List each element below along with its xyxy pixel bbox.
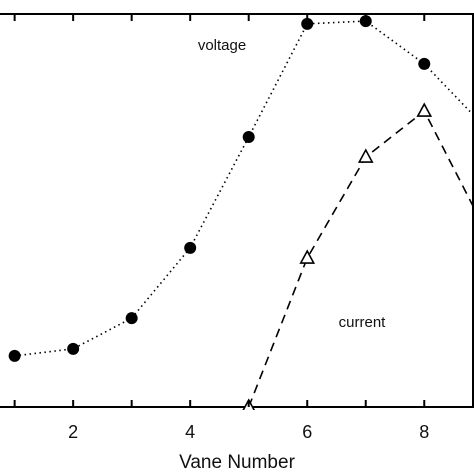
x-axis-label: Vane Number xyxy=(179,452,295,473)
marker xyxy=(8,349,21,362)
marker xyxy=(184,241,197,254)
marker xyxy=(67,342,80,355)
marker xyxy=(242,131,255,144)
marker xyxy=(357,148,374,163)
x-tick-label: 8 xyxy=(419,422,429,442)
marker xyxy=(416,102,433,117)
marker xyxy=(125,312,138,325)
x-tick-label: 2 xyxy=(68,422,78,442)
marker xyxy=(301,17,314,30)
series-line xyxy=(247,109,474,408)
series-label: current xyxy=(339,314,387,331)
marker xyxy=(359,15,372,28)
x-tick-label: 4 xyxy=(185,422,195,442)
plot-area xyxy=(8,15,474,410)
series-label: voltage xyxy=(198,37,246,54)
marker xyxy=(418,57,431,70)
marker xyxy=(299,249,316,264)
series-line xyxy=(14,20,474,357)
x-tick-label: 6 xyxy=(302,422,312,442)
